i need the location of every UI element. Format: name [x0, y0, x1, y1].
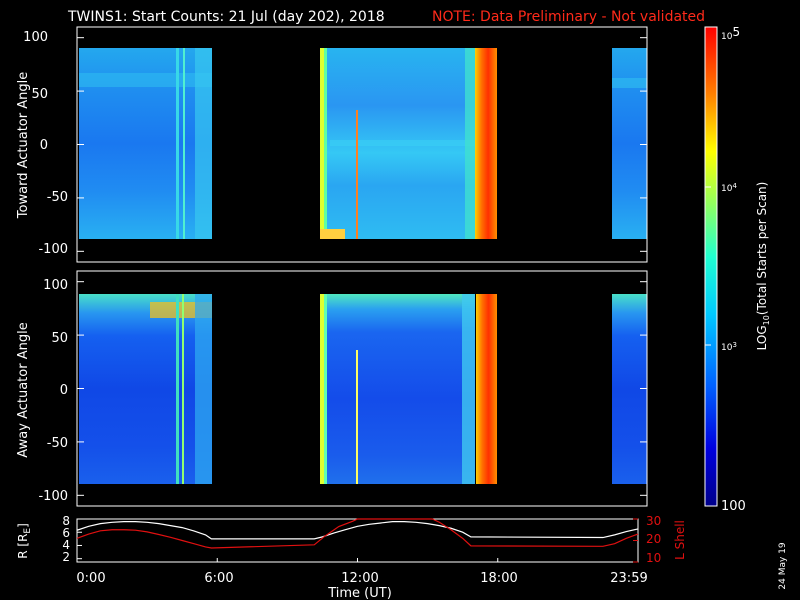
r-ytick-2: 2: [62, 550, 70, 564]
panel-away: 100 50 0 -50 -100 Away Actuator Angle: [16, 270, 648, 507]
ephemeris-lines: [76, 518, 639, 549]
colorbar-tick-1e5-base: 10: [721, 32, 733, 42]
panel-toward: 100 50 0 -50 -100 Toward Actuator Angle: [16, 26, 648, 263]
r-ytick-6: 6: [62, 526, 70, 540]
r-ytick-4: 4: [62, 538, 70, 552]
xtick-0600: 6:00: [204, 571, 233, 586]
toward-block-1-band: [79, 73, 212, 87]
toward-block-3: [612, 48, 647, 239]
away-ytick-0: 0: [60, 383, 68, 398]
colorbar-tick-1e4-exp: 4: [732, 182, 737, 190]
figure-title: TWINS1: Start Counts: 21 Jul (day 202), …: [67, 9, 385, 25]
away-block-2-hot: [476, 294, 497, 484]
r-ylabel: R [RE]: [16, 523, 33, 559]
toward-block-2-yellow: [320, 48, 324, 239]
away-block-2-cyan: [324, 294, 327, 484]
toward-block-1-edge: [195, 48, 212, 239]
r-ylabel-main: R [R: [16, 534, 30, 559]
colorbar-label-sub: 10: [762, 315, 771, 325]
colorbar-tick-1e3-label: 103: [721, 341, 737, 353]
x-axis-label: Time (UT): [327, 586, 392, 600]
lshell-ylabel: L Shell: [673, 520, 687, 560]
toward-block-2-cyan: [324, 48, 327, 239]
away-ytick-neg50: -50: [47, 436, 68, 451]
away-heatmap: [79, 294, 647, 484]
away-ytick-neg100: -100: [38, 489, 68, 504]
xtick-1200: 12:00: [341, 571, 378, 586]
r-ylabel-close: ]: [16, 523, 30, 528]
series-line-r: [76, 521, 639, 540]
away-block-1-streak-a: [176, 294, 179, 484]
lshell-ytick-20: 20: [646, 532, 661, 546]
preliminary-note: NOTE: Data Preliminary - Not validated: [432, 9, 705, 25]
toward-block-3-band: [612, 78, 647, 88]
colorbar-label-rest: (Total Starts per Scan): [755, 182, 769, 316]
colorbar-tick-100-label: 100: [721, 499, 746, 514]
colorbar-tick-1e4-base: 10: [721, 184, 733, 194]
colorbar-tick-1e5-exp: 5: [732, 25, 740, 39]
away-block-1-streak-b: [182, 294, 184, 484]
toward-block-2-pre: [465, 48, 475, 239]
r-ylabel-sub: E: [23, 528, 33, 534]
toward-block-2-hot: [475, 48, 497, 239]
toward-y-ticks: [77, 37, 647, 252]
xtick-0000: 0:00: [76, 571, 105, 586]
away-ytick-100: 100: [43, 278, 68, 293]
away-block-1: [79, 294, 212, 484]
lshell-ytick-30: 30: [646, 514, 661, 528]
toward-ylabel: Toward Actuator Angle: [16, 72, 31, 219]
colorbar-label: LOG10(Total Starts per Scan): [755, 182, 771, 351]
colorbar-tick-1e4-label: 104: [721, 182, 737, 194]
panel-ephemeris: 8 6 4 2 30 20 10 R [RE] L Shell 0:00 6:0…: [16, 514, 687, 600]
toward-ytick-100: 100: [23, 30, 48, 45]
toward-block-1-streak-a: [176, 48, 179, 239]
away-block-2-streak: [356, 350, 358, 484]
ephemeris-left-ticks: [76, 518, 639, 562]
ephemeris-frame: [76, 518, 639, 563]
away-block-2: [320, 294, 475, 484]
lshell-ytick-10: 10: [646, 551, 661, 565]
away-y-ticks: [77, 281, 647, 496]
r-ytick-8: 8: [62, 514, 70, 528]
colorbar-label-main: LOG: [755, 325, 769, 350]
series-line-lshell: [76, 518, 639, 549]
xtick-2359: 23:59: [610, 571, 647, 586]
toward-ytick-50: 50: [31, 87, 48, 102]
colorbar-tick-1e5-label: 105: [721, 25, 740, 42]
xtick-1800: 18:00: [480, 571, 517, 586]
toward-ytick-0: 0: [40, 138, 48, 153]
toward-block-2-streak: [356, 110, 358, 239]
ephemeris-right-ticks: [633, 518, 638, 563]
away-ylabel: Away Actuator Angle: [16, 322, 31, 457]
away-block-1-edge: [195, 294, 212, 484]
colorbar: 105 104 103 100 LOG10(Total Starts per S…: [704, 25, 771, 514]
toward-block-2-bottom: [320, 229, 345, 239]
colorbar-tick-1e3-exp: 3: [732, 341, 736, 349]
away-block-2-yellow: [320, 294, 324, 484]
creation-date-stamp: 24 May 19: [778, 542, 788, 590]
away-block-2-pre: [462, 294, 475, 484]
toward-ytick-neg100: -100: [38, 242, 68, 257]
away-ytick-50: 50: [51, 331, 68, 346]
toward-heatmap: [79, 48, 647, 239]
toward-block-1-streak-b: [183, 48, 185, 239]
colorbar-gradient: [704, 26, 718, 507]
colorbar-tick-1e3-base: 10: [721, 343, 733, 353]
toward-ytick-neg50: -50: [47, 190, 68, 205]
toward-block-2-band: [330, 140, 475, 146]
